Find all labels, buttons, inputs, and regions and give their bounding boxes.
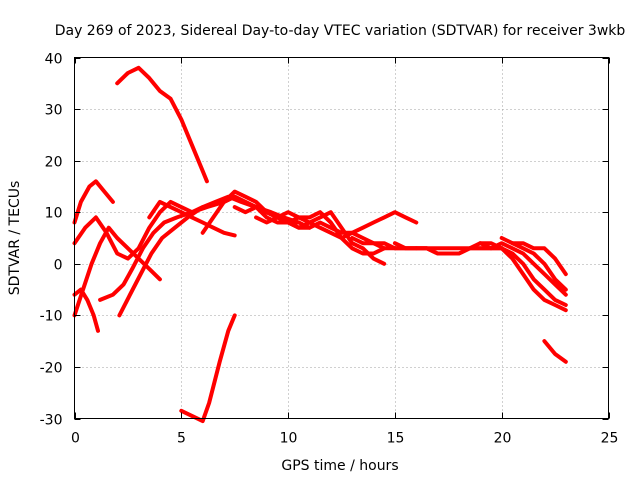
series-line-pass-21 (510, 241, 568, 292)
series-line-pass-1 (115, 65, 209, 184)
y-tick-label: 40 (45, 52, 63, 68)
x-tick-label: 10 (280, 431, 298, 447)
x-tick-label: 0 (71, 431, 80, 447)
axis-ticks (74, 57, 610, 420)
y-tick-label: -20 (40, 361, 63, 377)
x-tick-label: 5 (177, 431, 186, 447)
series-line-pass-4 (72, 179, 115, 225)
x-tick-labels: 0 5 10 15 20 25 (71, 431, 618, 447)
y-axis-label: SDTVAR / TECUs (7, 181, 23, 296)
chart-title: Day 269 of 2023, Sidereal Day-to-day VTE… (55, 23, 626, 39)
y-tick-label: 10 (45, 206, 63, 222)
x-tick-label: 20 (494, 431, 512, 447)
plot-frame (74, 57, 609, 419)
y-tick-label: 30 (45, 103, 63, 119)
series-line-pass-10 (147, 199, 237, 238)
x-tick-label: 15 (387, 431, 405, 447)
grid (74, 57, 609, 419)
series-line-pass-7 (72, 199, 205, 261)
series-line-pass-19 (478, 241, 568, 313)
series-line-pass-14 (254, 210, 419, 240)
y-tick-label: -10 (40, 309, 63, 325)
x-tick-label: 25 (601, 431, 619, 447)
series-line-pass-5 (72, 287, 100, 333)
series-line-pass-12 (222, 189, 419, 251)
x-axis-label: GPS time / hours (281, 458, 398, 474)
series-group (72, 65, 568, 424)
y-tick-labels: -30 -20 -10 0 10 20 30 40 (40, 52, 63, 429)
series-line-pass-3 (542, 339, 568, 364)
series-line-pass-15 (286, 210, 387, 256)
y-tick-label: -30 (40, 413, 63, 429)
y-tick-label: 20 (45, 155, 63, 171)
y-tick-label: 0 (54, 258, 63, 274)
series-line-pass-2 (179, 313, 237, 424)
